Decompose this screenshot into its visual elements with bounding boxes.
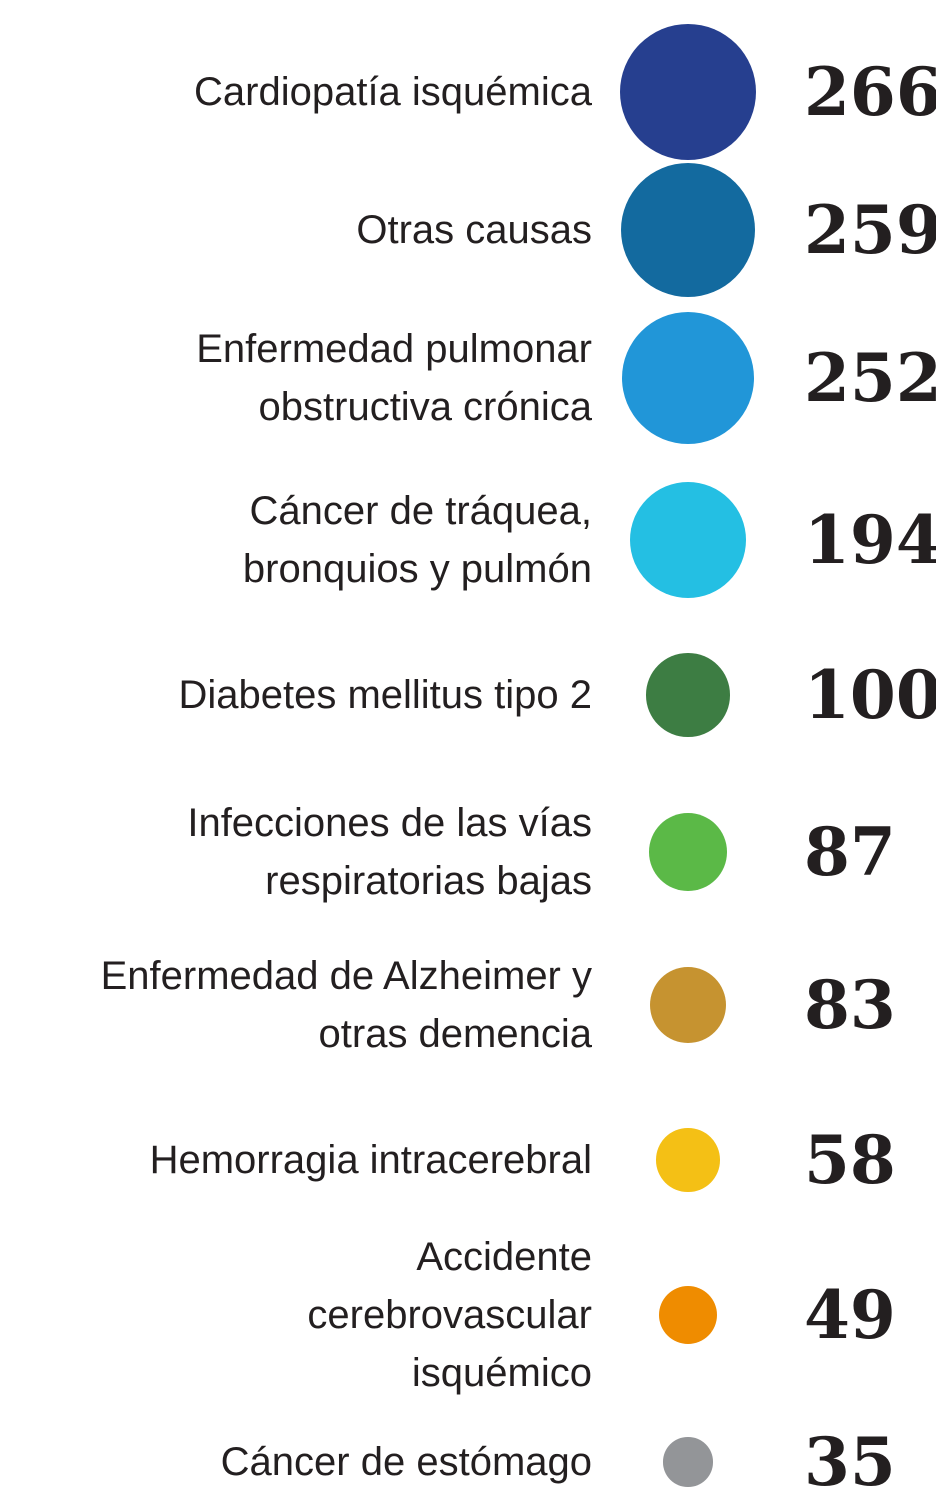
bubble	[619, 23, 756, 160]
category-label: Hemorragia intracerebral	[149, 1138, 592, 1182]
category-label: Cardiopatía isquémica	[194, 70, 592, 114]
bubble	[649, 813, 727, 891]
value-label: 35	[804, 1423, 896, 1501]
bubble	[656, 1128, 720, 1192]
value-label: 266	[804, 53, 936, 131]
value-label: 58	[804, 1121, 896, 1199]
category-label: Otras causas	[356, 208, 592, 252]
value-label: 49	[804, 1276, 896, 1354]
category-label: Enfermedad de Alzheimer y otras demencia	[100, 954, 592, 1056]
bubble	[650, 967, 726, 1043]
value-label: 100	[804, 656, 936, 734]
value-label: 259	[804, 191, 936, 269]
category-label: Cáncer de estómago	[220, 1440, 592, 1484]
category-label: Enfermedad pulmonar obstructiva crónica	[196, 327, 592, 429]
bubble	[646, 653, 730, 737]
category-label: Diabetes mellitus tipo 2	[178, 673, 592, 717]
value-label: 194	[804, 501, 936, 579]
value-label: 83	[804, 966, 896, 1044]
category-label: Infecciones de las vías respiratorias ba…	[187, 801, 592, 903]
bubble	[629, 481, 747, 599]
bubble	[621, 311, 755, 445]
bubble	[658, 1285, 718, 1345]
bubble	[620, 162, 756, 298]
bubble	[663, 1437, 713, 1487]
category-label: Cáncer de tráquea, bronquios y pulmón	[242, 489, 592, 591]
value-label: 87	[804, 813, 896, 891]
value-label: 252	[804, 339, 936, 417]
category-label: Accidente cerebrovascular isquémico	[307, 1235, 592, 1395]
